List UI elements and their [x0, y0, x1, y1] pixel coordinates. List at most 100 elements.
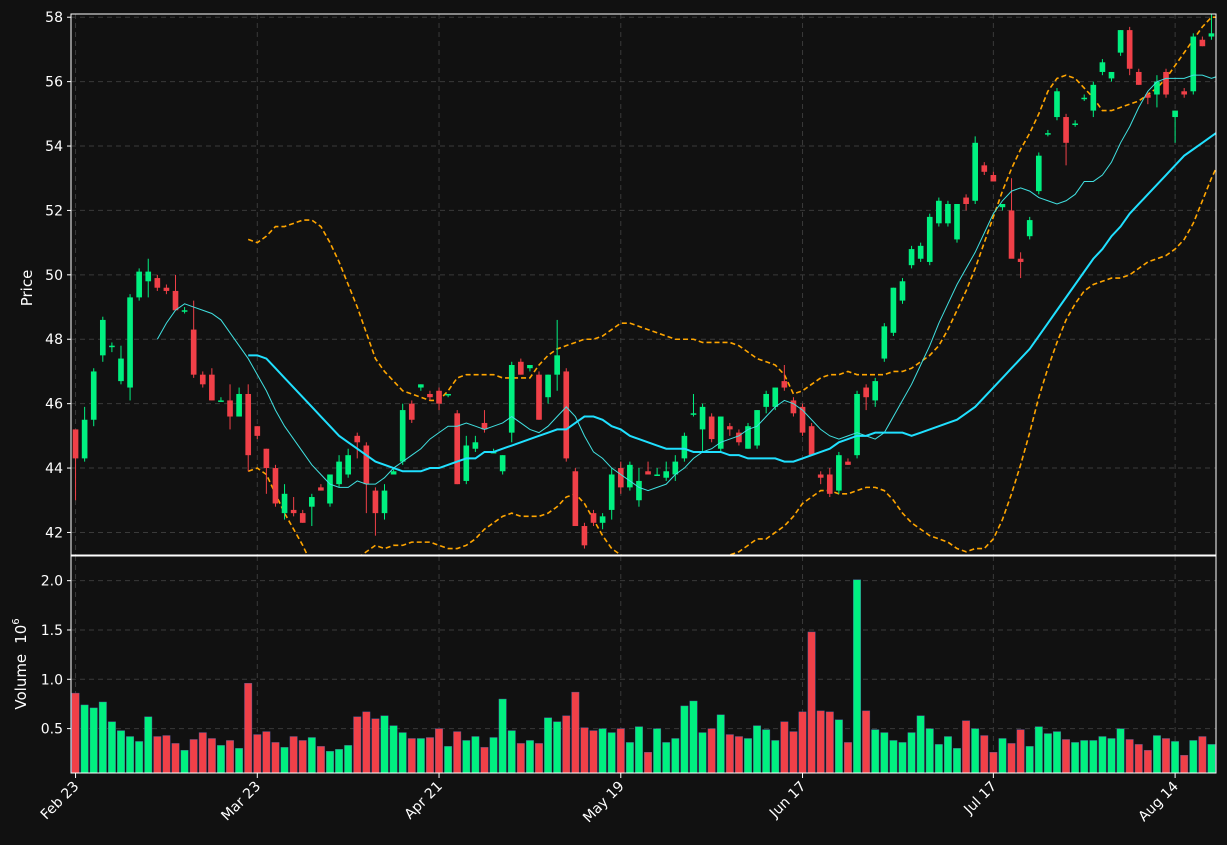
candle-body [545, 374, 551, 398]
candle-body [263, 448, 270, 469]
volume-bar [1034, 726, 1043, 773]
volume-bar [162, 735, 171, 773]
candle-body [218, 400, 224, 402]
volume-bar [934, 744, 943, 773]
volume-bar [1153, 735, 1161, 773]
volume-bar [571, 691, 580, 773]
volume-bar [844, 742, 852, 773]
candle-body [1208, 33, 1215, 37]
candle-body [363, 445, 370, 485]
volume-bar [117, 730, 125, 773]
price-tick-label: 56 [45, 75, 63, 91]
candle-body [445, 393, 451, 396]
candle-body [1081, 97, 1088, 100]
candle-body [1099, 62, 1106, 72]
volume-bar [625, 742, 634, 773]
candle-body [1045, 133, 1051, 135]
price-tick-label: 42 [45, 525, 63, 541]
volume-bar [762, 729, 771, 773]
volume-bar [426, 737, 434, 773]
volume-bar [853, 579, 861, 773]
candle-body [390, 471, 397, 475]
candle-body [209, 374, 215, 401]
candle-body [1017, 258, 1024, 262]
candle-body [527, 365, 533, 369]
volume-bar [998, 738, 1007, 773]
volume-bar [962, 720, 971, 773]
candle-body [454, 413, 461, 485]
volume-bar [1162, 738, 1170, 773]
volume-bar [198, 732, 207, 773]
candle-body [999, 203, 1006, 208]
volume-bar [653, 728, 662, 773]
volume-bar [816, 710, 825, 773]
volume-bar [825, 711, 834, 773]
volume-bar [489, 737, 498, 773]
candle-body [763, 393, 769, 407]
candle-body [427, 393, 433, 398]
candle-body [554, 355, 560, 375]
candle-body [508, 365, 515, 433]
volume-bar [989, 752, 998, 773]
volume-bar [544, 717, 553, 773]
candle-body [1035, 155, 1042, 192]
volume-bar [335, 749, 344, 773]
candle-body [581, 526, 588, 546]
candle-body [99, 319, 106, 356]
candle-body [845, 461, 851, 465]
candle-body [354, 435, 361, 443]
candle-body [608, 474, 615, 510]
candle-body [627, 464, 633, 488]
candle-body [826, 474, 833, 494]
candle-body [945, 203, 951, 224]
candle-body [308, 497, 315, 507]
fast-moving-average-line [156, 74, 1216, 492]
lower-band-line [247, 166, 1216, 555]
candle-body [799, 406, 806, 433]
candle-body [790, 400, 797, 414]
volume-bar [1007, 743, 1016, 773]
candle-body [854, 393, 860, 456]
volume-bar [635, 726, 643, 773]
volume-bar [1071, 742, 1080, 773]
candle-body [1181, 91, 1188, 95]
volume-bar [898, 742, 907, 773]
price-tick-label: 44 [45, 461, 63, 477]
volume-bar [280, 747, 289, 773]
volume-bar [353, 716, 362, 773]
candle-body [708, 416, 715, 440]
volume-panel-frame [70, 555, 1217, 774]
candle-body [936, 200, 942, 224]
volume-bar [771, 740, 780, 773]
volume-bar [862, 710, 871, 773]
candle-body [499, 455, 506, 472]
candle-body [590, 513, 597, 523]
volume-tick-label: 1.5 [41, 623, 63, 639]
candle-body [408, 403, 415, 420]
volume-bar [298, 740, 307, 773]
volume-bar [780, 721, 789, 773]
volume-bar [89, 707, 98, 773]
volume-bar [607, 732, 616, 773]
volume-bar [1171, 741, 1180, 773]
volume-bar [135, 741, 144, 773]
volume-bar [907, 732, 916, 773]
candle-body [136, 271, 142, 298]
candle-body [172, 290, 179, 311]
candle-body [327, 474, 333, 504]
volume-bar [71, 692, 80, 773]
volume-bar [598, 728, 607, 773]
candle-body [436, 390, 442, 404]
volume-bar [380, 715, 389, 773]
candle-body [1172, 110, 1178, 118]
volume-bar [553, 721, 562, 773]
volume-bar [289, 736, 298, 773]
candle-body [163, 287, 170, 291]
volume-bar [707, 728, 716, 773]
slow-moving-average-line [248, 131, 1216, 473]
volume-bar [716, 714, 725, 773]
volume-bar [1025, 746, 1034, 773]
volume-bar [371, 718, 380, 773]
candle-body [90, 371, 97, 420]
candle-body [1163, 71, 1169, 95]
